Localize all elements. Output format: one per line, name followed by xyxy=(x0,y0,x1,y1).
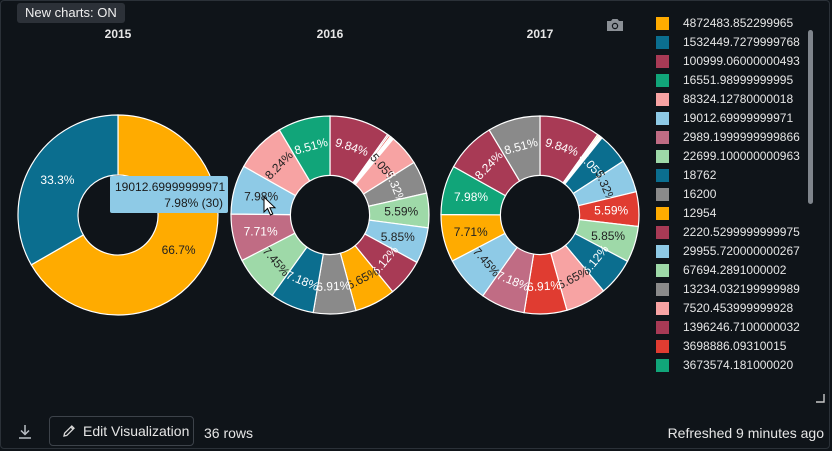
legend-item[interactable]: 16200 xyxy=(656,185,716,203)
slice-label: 66.7% xyxy=(162,243,196,257)
legend-label: 1532449.7279999768 xyxy=(683,35,800,49)
legend-label: 1396246.7100000032 xyxy=(683,320,800,334)
legend-label: 12954 xyxy=(683,206,717,220)
slice-label: 7.98% xyxy=(454,190,488,204)
legend-scrollbar[interactable] xyxy=(808,30,813,204)
pencil-icon xyxy=(63,425,75,437)
legend-swatch xyxy=(656,16,669,30)
legend-swatch xyxy=(656,111,669,125)
legend-item[interactable]: 29955.720000000267 xyxy=(656,242,800,260)
legend-label: 16551.98999999995 xyxy=(683,73,794,87)
legend-item[interactable]: 2220.5299999999975 xyxy=(656,223,800,241)
slice-label: 7.71% xyxy=(244,224,278,238)
legend-swatch xyxy=(656,358,669,372)
slice-label: 7.71% xyxy=(454,225,488,239)
slice-label: 6.91% xyxy=(527,278,562,294)
pie-slice[interactable] xyxy=(17,114,119,266)
legend-label: 4872483.852299965 xyxy=(683,16,794,30)
legend-label: 16200 xyxy=(683,187,717,201)
legend-item[interactable]: 4872483.852299965 xyxy=(656,14,793,32)
slice-label: 5.59% xyxy=(594,204,628,218)
camera-icon[interactable] xyxy=(606,18,624,32)
chart-title-2016: 2016 xyxy=(317,27,344,41)
legend-item[interactable]: 3673574.181000020 xyxy=(656,356,793,374)
slice-label: 5.59% xyxy=(384,205,418,219)
legend-label: 19012.69999999971 xyxy=(683,111,794,125)
tooltip-percent: 7.98% (30) xyxy=(164,196,223,210)
legend-item[interactable]: 22699.100000000963 xyxy=(656,147,800,165)
new-charts-badge[interactable]: New charts: ON xyxy=(17,3,125,23)
legend-swatch xyxy=(656,168,669,182)
legend-swatch xyxy=(656,301,669,315)
resize-handle-icon[interactable] xyxy=(815,393,825,403)
legend-label: 67694.2891000002 xyxy=(683,263,787,277)
legend-label: 18762 xyxy=(683,168,717,182)
legend-swatch xyxy=(656,282,669,296)
legend-swatch xyxy=(656,92,669,106)
legend-label: 3698886.09310015 xyxy=(683,339,787,353)
tooltip-value: 19012.69999999971 xyxy=(115,180,226,194)
legend-label: 2989.1999999999866 xyxy=(683,130,800,144)
slice-label: 5.85% xyxy=(381,230,415,244)
legend-swatch xyxy=(656,339,669,353)
legend-swatch xyxy=(656,263,669,277)
legend-label: 3673574.181000020 xyxy=(683,358,794,372)
pie-slice[interactable] xyxy=(30,114,219,316)
slice-label: 6.91% xyxy=(316,278,351,294)
legend-swatch xyxy=(656,187,669,201)
legend-item[interactable]: 100999.06000000493 xyxy=(656,52,800,70)
legend-item[interactable]: 1396246.7100000032 xyxy=(656,318,800,336)
legend-item[interactable]: 7520.453999999928 xyxy=(656,299,793,317)
row-count: 36 rows xyxy=(204,425,254,441)
legend-item[interactable]: 13234.032199999989 xyxy=(656,280,800,298)
legend-swatch xyxy=(656,35,669,49)
pie-slice[interactable] xyxy=(488,115,541,182)
chart-title-2017: 2017 xyxy=(527,27,554,41)
legend-label: 22699.100000000963 xyxy=(683,149,800,163)
legend-label: 29955.720000000267 xyxy=(683,244,800,258)
edit-visualization-button[interactable]: Edit Visualization xyxy=(49,416,194,446)
legend-item[interactable]: 18762 xyxy=(656,166,716,184)
download-icon[interactable] xyxy=(17,424,33,440)
edit-visualization-label: Edit Visualization xyxy=(83,423,190,439)
slice-label: 33.3% xyxy=(40,173,74,187)
legend-item[interactable]: 3698886.09310015 xyxy=(656,337,786,355)
mouse-cursor-icon xyxy=(263,196,277,216)
legend-swatch xyxy=(656,130,669,144)
legend-swatch xyxy=(656,206,669,220)
legend-swatch xyxy=(656,149,669,163)
legend-item[interactable]: 88324.12780000018 xyxy=(656,90,793,108)
hover-tooltip: 19012.69999999971 7.98% (30) xyxy=(110,176,228,213)
legend-label: 2220.5299999999975 xyxy=(683,225,800,239)
legend-label: 88324.12780000018 xyxy=(683,92,794,106)
legend-swatch xyxy=(656,225,669,239)
legend-swatch xyxy=(656,320,669,334)
legend-item[interactable]: 67694.2891000002 xyxy=(656,261,786,279)
chart-title-2015: 2015 xyxy=(105,27,132,41)
footer-bar: Edit Visualization 36 rows Refreshed 9 m… xyxy=(0,410,830,450)
legend-item[interactable]: 1532449.7279999768 xyxy=(656,33,800,51)
legend-swatch xyxy=(656,73,669,87)
slice-label: 7.98% xyxy=(244,190,278,204)
legend-item[interactable]: 2989.1999999999866 xyxy=(656,128,800,146)
legend-label: 100999.06000000493 xyxy=(683,54,800,68)
legend-item[interactable]: 16551.98999999995 xyxy=(656,71,793,89)
refreshed-status: Refreshed 9 minutes ago xyxy=(667,425,824,441)
legend: 4872483.852299965 1532449.7279999768 10099… xyxy=(656,14,806,376)
legend-item[interactable]: 12954 xyxy=(656,204,716,222)
pie-slice[interactable] xyxy=(278,115,331,182)
legend-swatch xyxy=(656,54,669,68)
slice-label: 5.85% xyxy=(591,229,625,243)
legend-label: 13234.032199999989 xyxy=(683,282,800,296)
legend-item[interactable]: 19012.69999999971 xyxy=(656,109,793,127)
legend-swatch xyxy=(656,244,669,258)
legend-label: 7520.453999999928 xyxy=(683,301,794,315)
